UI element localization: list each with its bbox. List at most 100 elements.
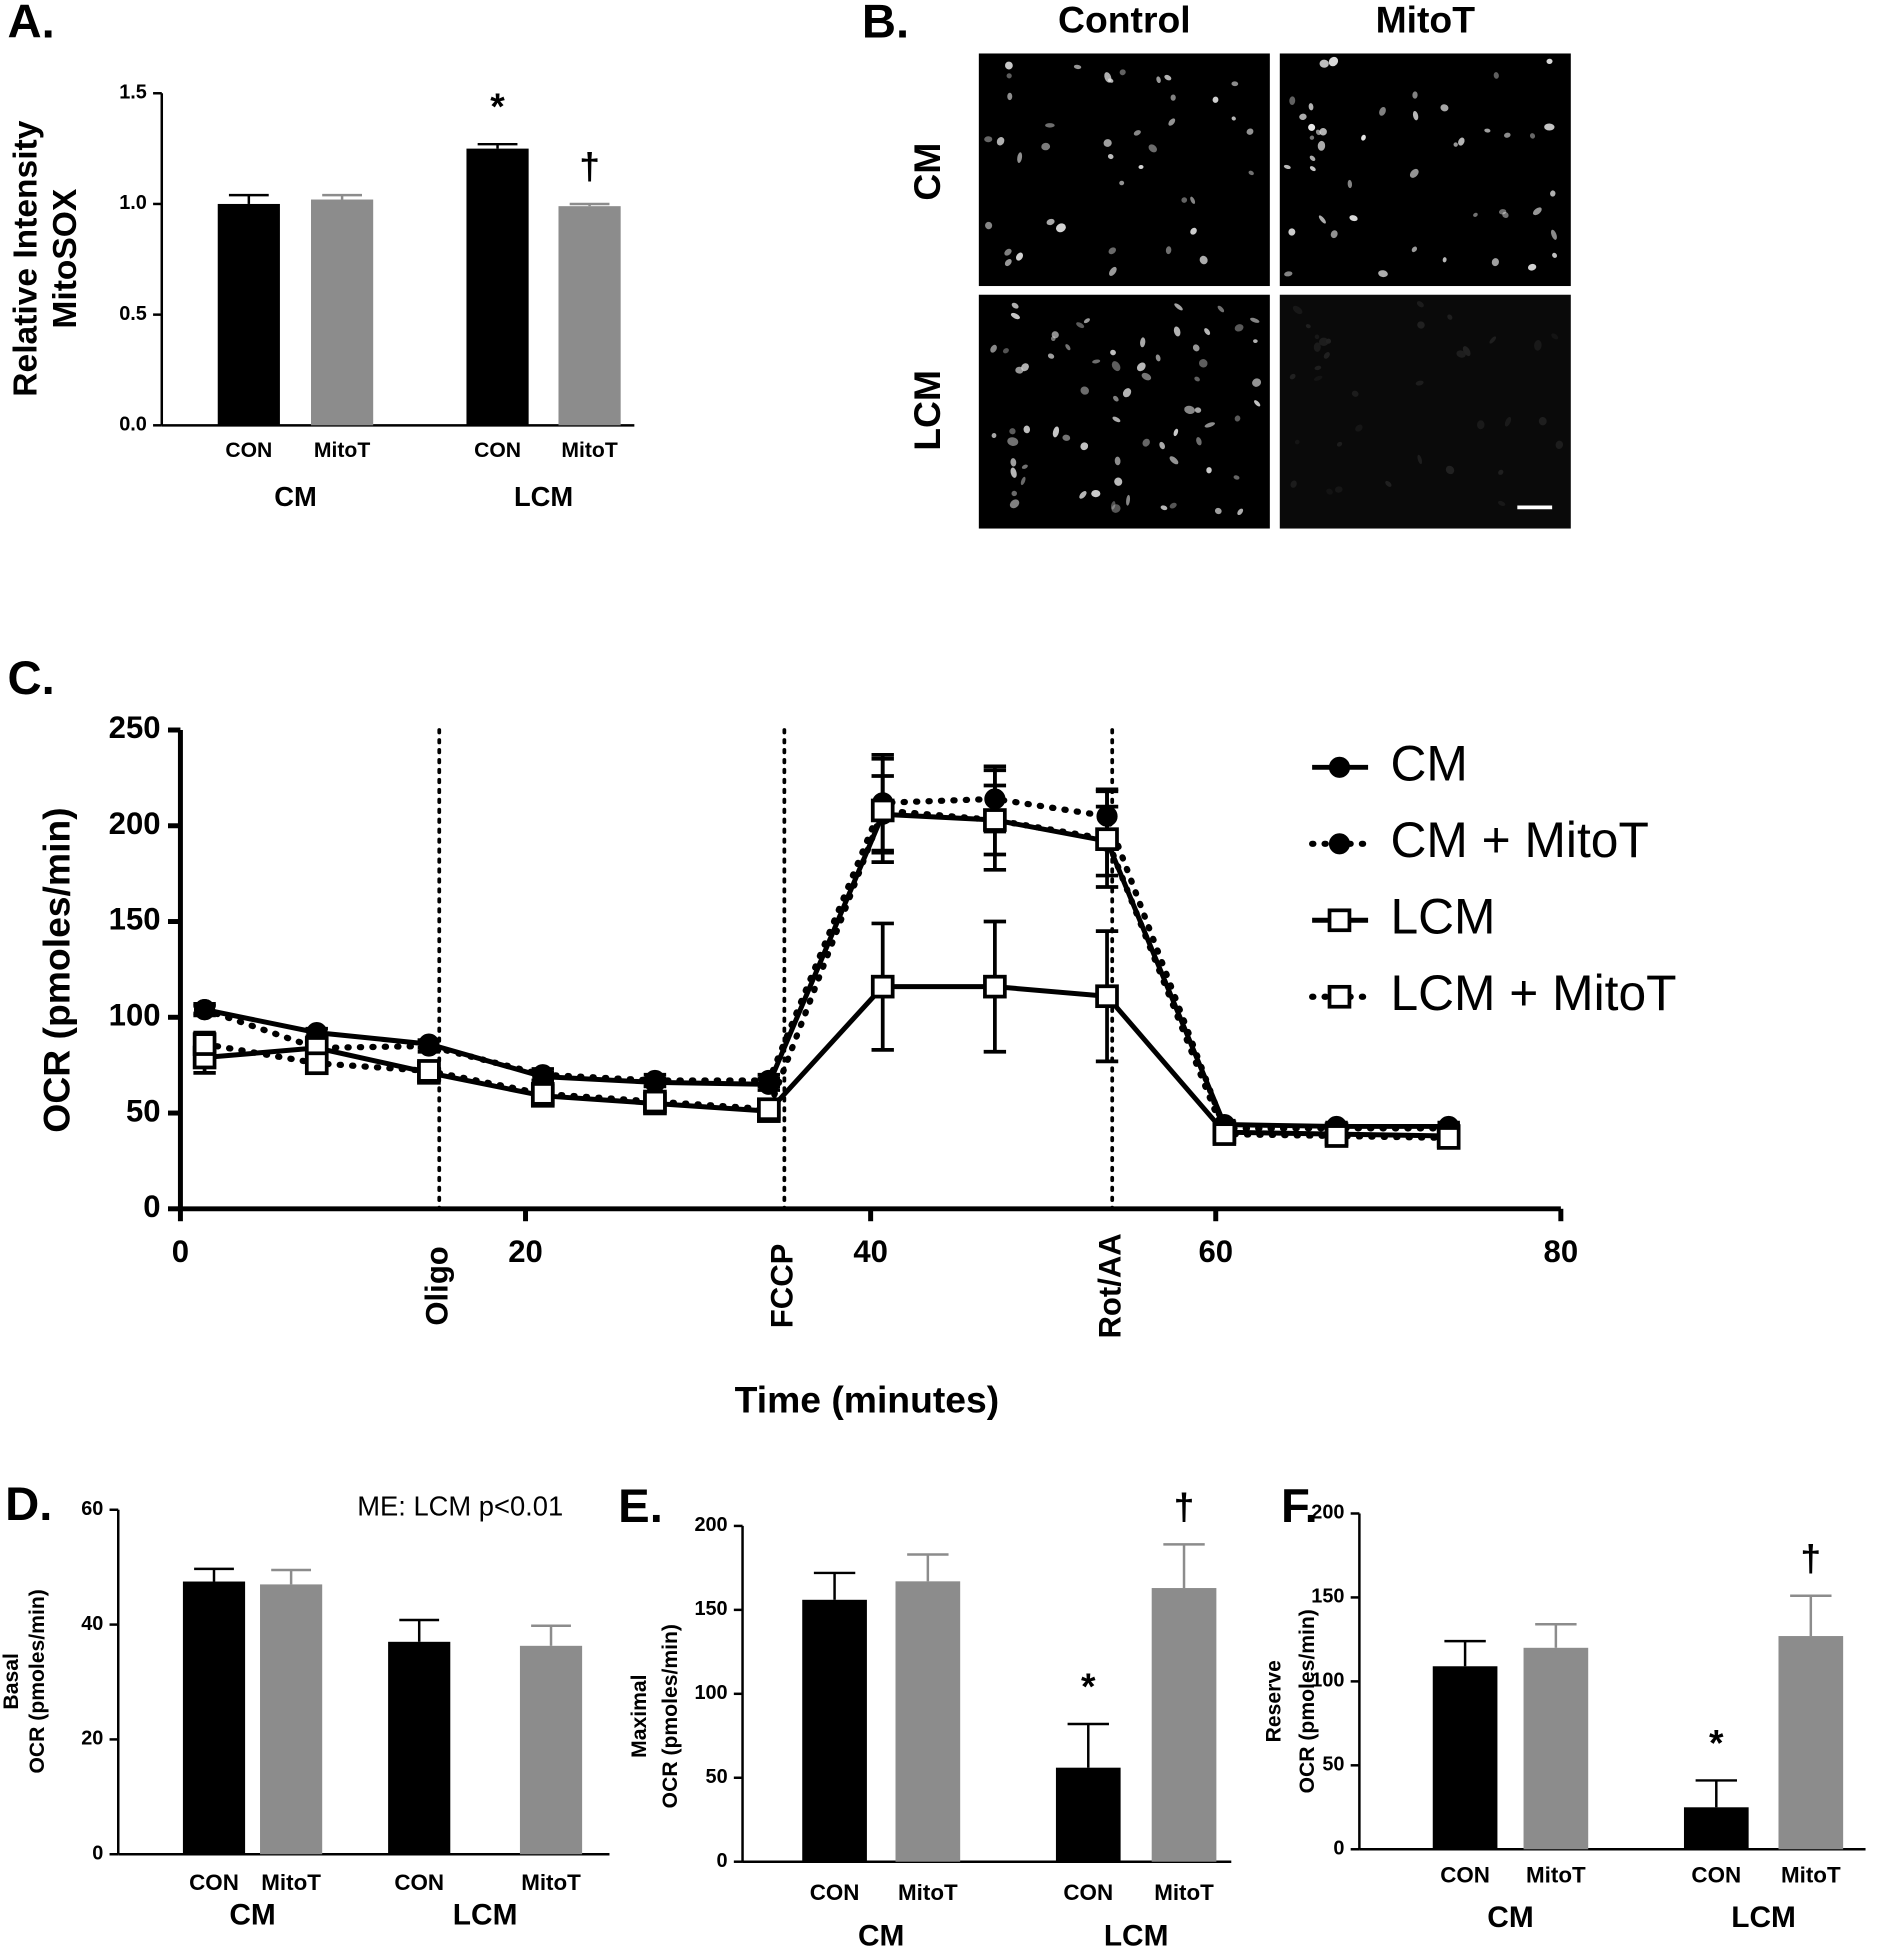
cell xyxy=(1552,252,1558,258)
cell xyxy=(1006,73,1012,79)
y-tick-label: 50 xyxy=(706,1766,728,1788)
cell xyxy=(1290,480,1297,488)
significance-mark: * xyxy=(490,85,505,127)
y-tick-label: 0 xyxy=(143,1189,160,1224)
bar xyxy=(1523,1647,1589,1850)
cell xyxy=(1140,337,1146,348)
cell xyxy=(1550,229,1557,240)
bar xyxy=(217,203,280,426)
y-tick-label: 50 xyxy=(1322,1754,1344,1776)
cell xyxy=(1546,58,1553,64)
cell xyxy=(1020,476,1026,486)
cell xyxy=(1114,456,1121,466)
cell xyxy=(1010,458,1017,467)
panel-label: A. xyxy=(8,0,55,48)
series-line xyxy=(201,795,1452,1132)
cell xyxy=(1551,333,1559,340)
y-tick-label: 150 xyxy=(109,902,161,937)
marker xyxy=(1095,827,1119,851)
x-axis-label: Time (minutes) xyxy=(735,1379,1000,1421)
group-label: LCM xyxy=(1731,1901,1796,1934)
cell xyxy=(1456,350,1466,358)
cell xyxy=(996,137,1005,146)
cell xyxy=(1138,164,1144,169)
cell xyxy=(1109,266,1117,276)
cell xyxy=(1104,72,1112,83)
cell xyxy=(1041,142,1051,151)
group-label: CM xyxy=(229,1898,275,1931)
micrograph xyxy=(978,294,1270,529)
cell xyxy=(1248,170,1254,176)
cell xyxy=(1119,69,1126,76)
cell xyxy=(1417,454,1423,465)
y-tick-label: 0 xyxy=(717,1850,728,1872)
y-tick-label: 250 xyxy=(109,710,161,745)
cell xyxy=(1477,420,1485,430)
micrographs xyxy=(978,53,1571,529)
x-tick-label: MitoT xyxy=(521,1870,581,1895)
legend-entry: LCM + MitoT xyxy=(1309,965,1677,1021)
cell xyxy=(1493,72,1499,79)
y-tick-label: 200 xyxy=(109,806,161,841)
bar xyxy=(895,1581,961,1862)
cell xyxy=(1083,318,1090,324)
cell xyxy=(1206,467,1212,474)
cell xyxy=(1165,246,1172,255)
cell xyxy=(1416,301,1424,308)
cell xyxy=(1009,428,1016,435)
event-label: FCCP xyxy=(765,1244,800,1329)
x-tick-label: CON xyxy=(225,439,272,462)
group-label: CM xyxy=(1487,1901,1533,1934)
bar xyxy=(1683,1807,1749,1850)
cell xyxy=(1160,505,1168,511)
group-label: LCM xyxy=(514,481,573,512)
cell xyxy=(1190,196,1196,204)
cell xyxy=(1309,135,1315,140)
bar xyxy=(260,1584,323,1855)
marker xyxy=(530,1082,555,1106)
cell xyxy=(1204,422,1216,428)
cell xyxy=(1349,215,1358,222)
cell xyxy=(1527,263,1537,271)
cell xyxy=(1159,441,1165,450)
cell xyxy=(1113,395,1119,402)
x-tick-label: MitoT xyxy=(1526,1863,1586,1888)
error-bar xyxy=(1444,1639,1486,1667)
legend-entry: LCM xyxy=(1312,888,1495,944)
cell xyxy=(1314,365,1322,371)
marker xyxy=(304,1051,329,1076)
cell xyxy=(1309,166,1316,172)
cell xyxy=(1073,64,1082,70)
marker xyxy=(758,1069,780,1092)
x-tick-label: CON xyxy=(474,439,521,462)
error-bar xyxy=(1535,1623,1577,1648)
panel-label: B. xyxy=(862,0,909,48)
cell xyxy=(1112,416,1121,423)
cell xyxy=(1122,388,1132,398)
cell xyxy=(1313,375,1323,381)
bar xyxy=(519,1645,583,1855)
series-line xyxy=(204,811,1449,1129)
series-line xyxy=(201,807,1452,1142)
significance-mark: † xyxy=(579,145,600,187)
cell xyxy=(1108,247,1116,255)
significance-mark: † xyxy=(1800,1537,1821,1579)
cell xyxy=(1498,500,1506,506)
x-tick-label: CON xyxy=(1691,1863,1741,1888)
cell xyxy=(1194,407,1202,413)
cell xyxy=(1126,494,1131,506)
y-tick-label: 0 xyxy=(92,1842,103,1864)
cell xyxy=(991,433,997,439)
cell xyxy=(1002,348,1009,354)
cell xyxy=(1047,353,1055,359)
cell xyxy=(1288,228,1296,236)
cell xyxy=(1445,465,1455,475)
marker xyxy=(643,1089,667,1114)
cell xyxy=(1190,227,1197,235)
legend-label: LCM xyxy=(1390,888,1495,944)
cell xyxy=(1142,438,1150,447)
error-bar xyxy=(813,1571,856,1600)
panel-label: D. xyxy=(5,1478,52,1531)
